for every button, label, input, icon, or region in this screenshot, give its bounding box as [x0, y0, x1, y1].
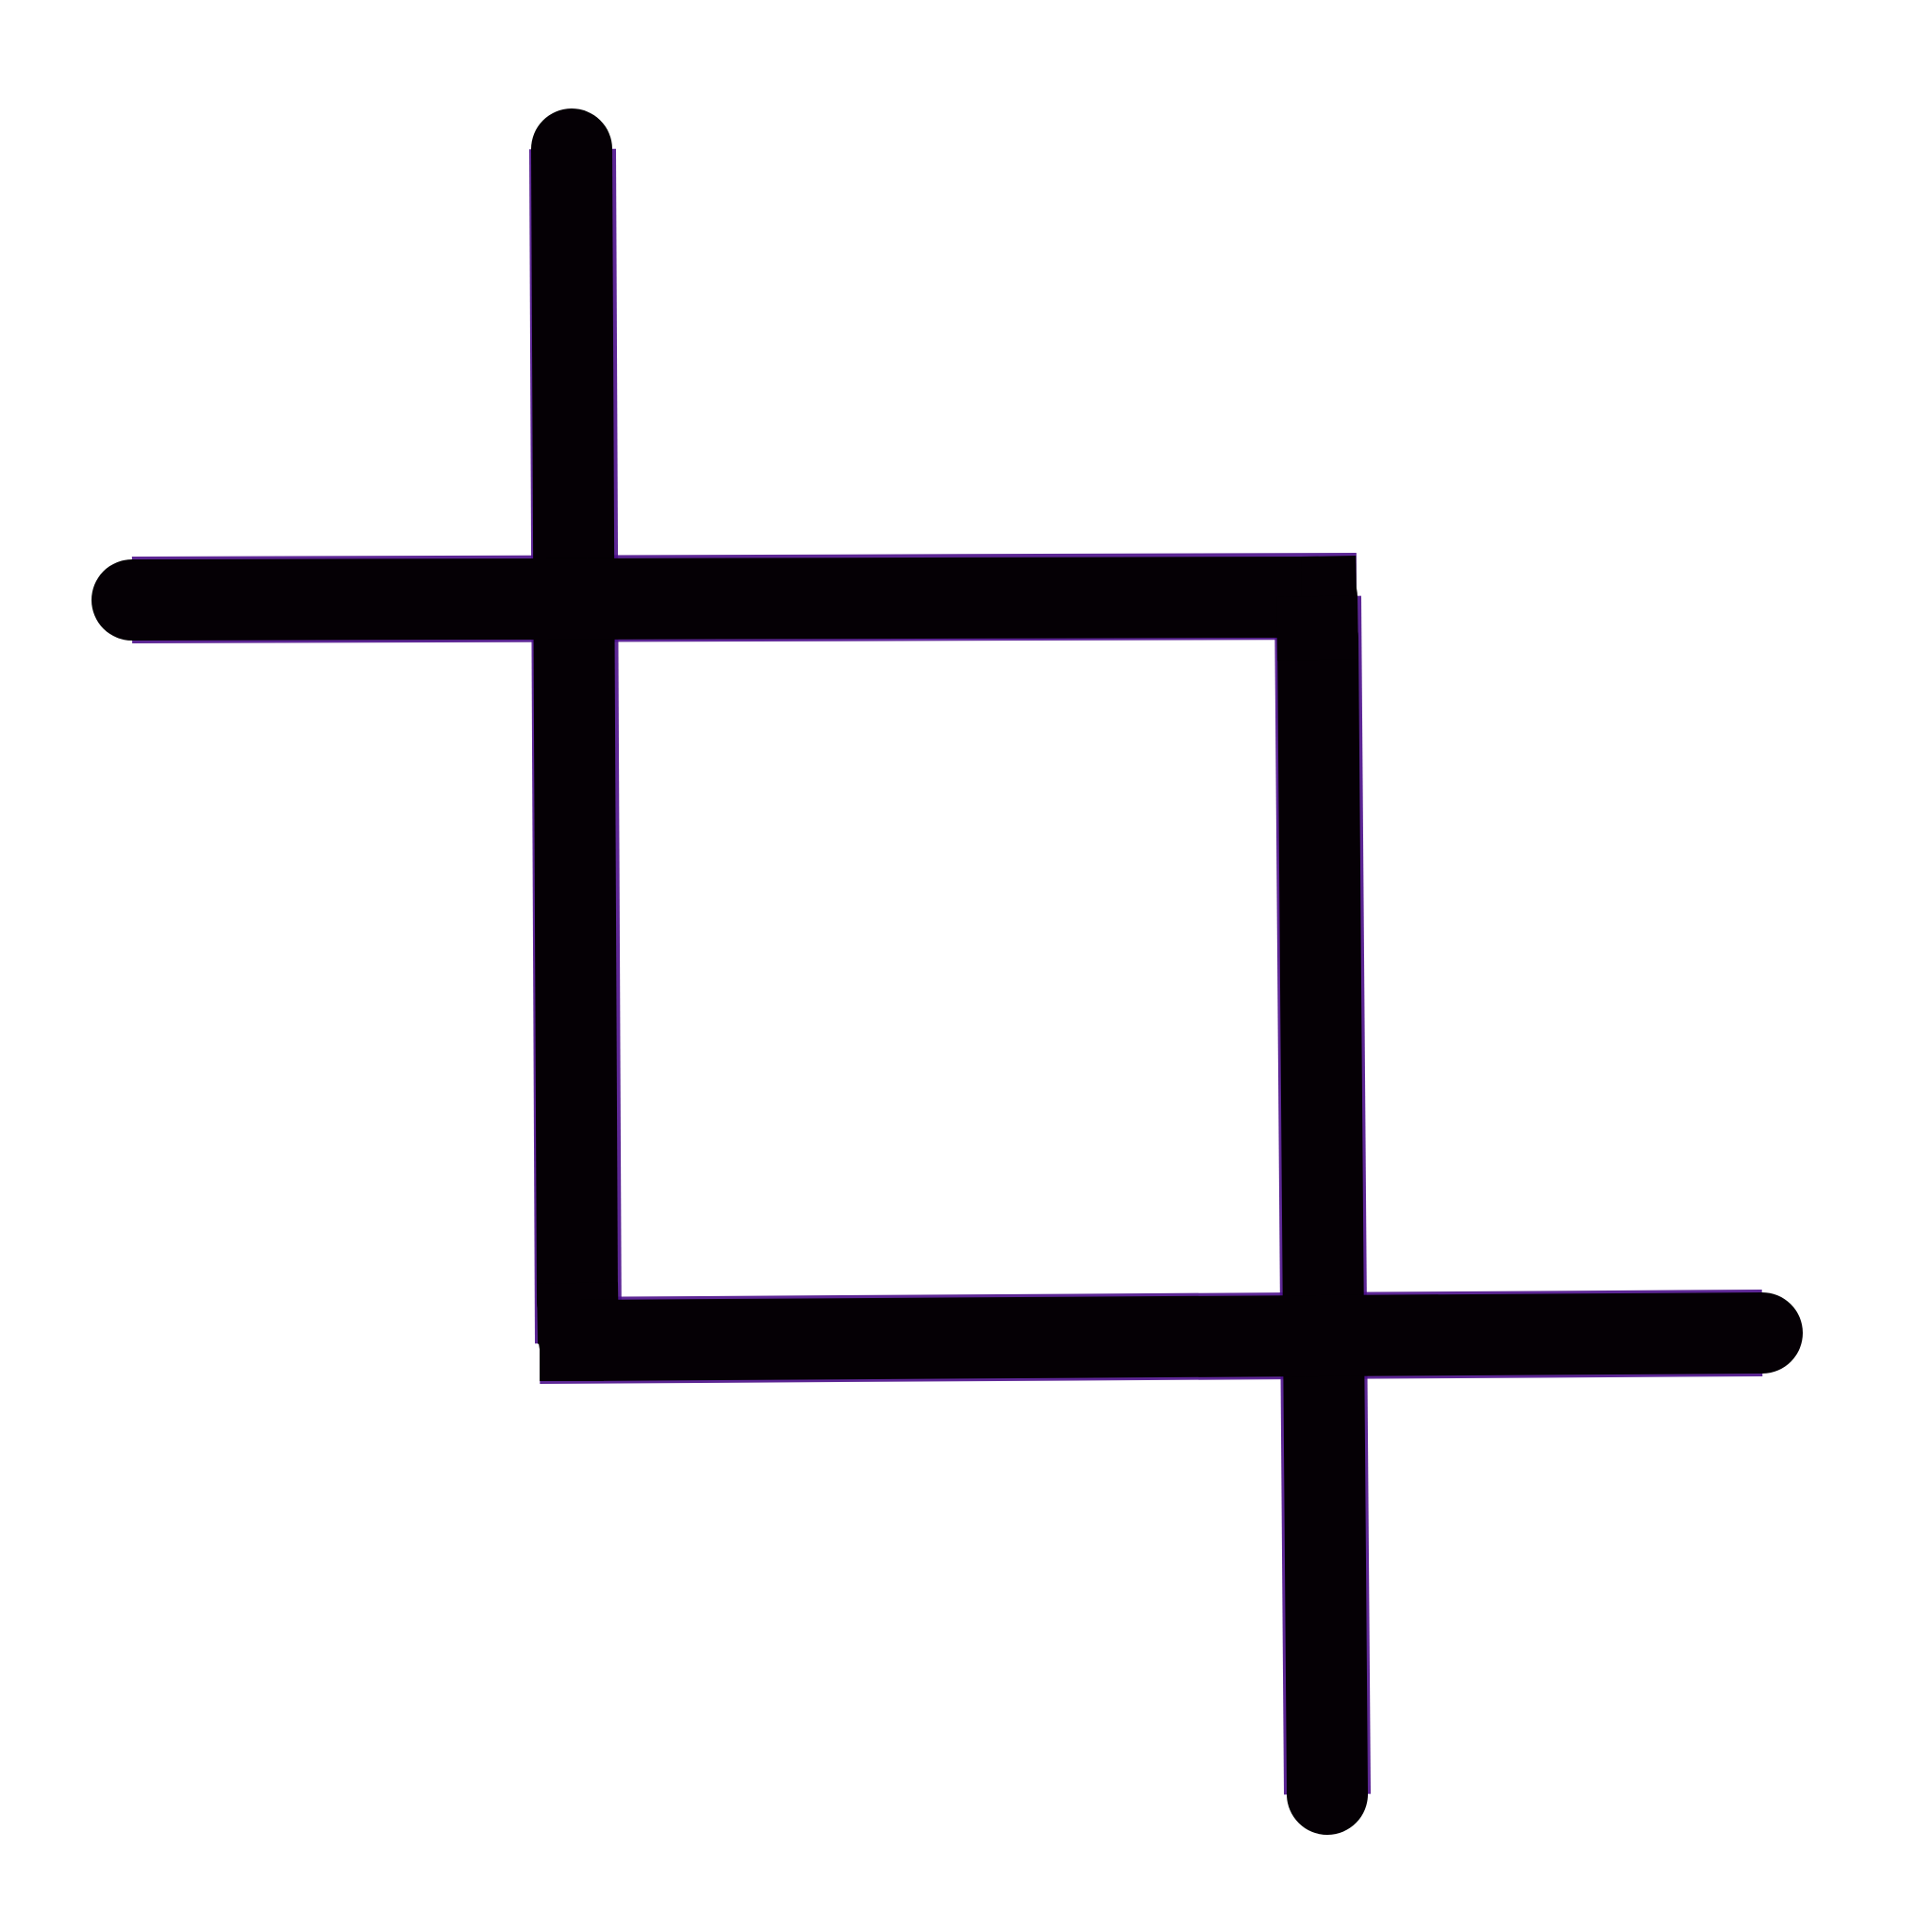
right-vertical-stroke [1277, 597, 1368, 1835]
bottom-horizontal-stroke [539, 1292, 1803, 1381]
left-vertical-stroke [531, 108, 618, 1342]
crop-icon-strokes [92, 108, 1803, 1835]
right-vertical-top-square [1276, 595, 1358, 661]
crop-icon-edge [131, 148, 1763, 1795]
top-horizontal-stroke [92, 557, 1357, 641]
